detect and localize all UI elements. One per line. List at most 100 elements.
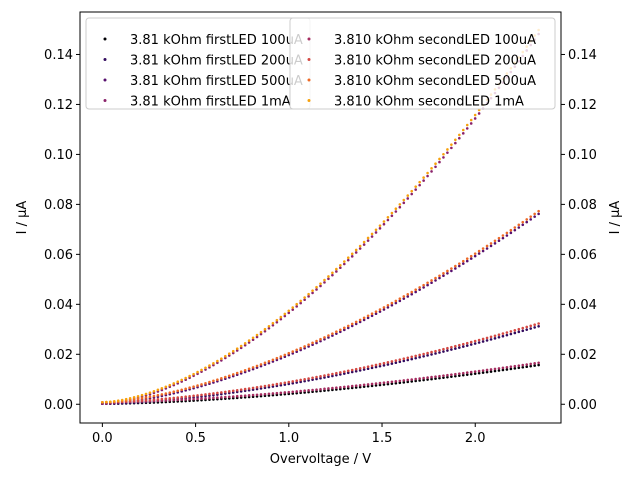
data-point <box>279 317 283 321</box>
data-point <box>271 383 275 387</box>
data-point <box>327 277 330 281</box>
data-point <box>485 247 489 250</box>
data-point <box>196 384 199 387</box>
data-point <box>430 375 433 379</box>
data-point <box>319 337 322 341</box>
data-point <box>406 197 410 200</box>
data-point <box>259 330 263 334</box>
data-point <box>394 210 398 213</box>
data-point <box>216 378 219 381</box>
data-point <box>481 247 485 250</box>
data-point <box>319 376 322 380</box>
data-point <box>346 371 350 375</box>
data-point <box>366 383 370 386</box>
data-point <box>200 397 203 400</box>
data-point <box>164 385 168 389</box>
data-point <box>291 350 295 353</box>
data-point <box>386 218 390 222</box>
data-point <box>327 334 330 337</box>
data-point <box>247 394 251 397</box>
data-point <box>362 385 366 388</box>
data-point <box>362 383 366 387</box>
legend-label: 3.810 kOhm secondLED 200uA <box>334 54 536 69</box>
data-point <box>283 314 287 318</box>
data-point <box>331 273 334 277</box>
data-point <box>235 394 239 398</box>
data-point <box>224 356 227 360</box>
data-point <box>418 180 421 184</box>
data-point <box>212 362 215 365</box>
y-tick-label-right: 0.14 <box>568 48 597 63</box>
data-point <box>235 347 239 350</box>
data-point <box>346 326 350 330</box>
data-point <box>220 396 223 399</box>
data-point <box>346 258 350 262</box>
data-point <box>402 381 406 384</box>
data-point <box>461 373 465 377</box>
data-point <box>160 397 164 401</box>
data-point <box>343 262 346 266</box>
data-point <box>323 336 326 339</box>
data-point <box>327 373 330 377</box>
data-point <box>307 343 310 346</box>
data-point <box>291 381 295 385</box>
data-point <box>461 132 465 135</box>
data-point <box>176 380 180 384</box>
data-point <box>493 369 497 373</box>
data-point <box>533 323 536 327</box>
data-point <box>192 394 195 398</box>
data-point <box>521 363 525 367</box>
data-point <box>303 345 306 348</box>
data-point <box>220 391 223 394</box>
data-point <box>216 359 219 363</box>
data-point <box>366 239 370 242</box>
y-tick-label-right: 0.06 <box>568 248 597 263</box>
data-point <box>390 380 394 384</box>
data-point <box>251 393 255 397</box>
series-7 <box>101 209 540 404</box>
data-point <box>402 357 406 361</box>
data-point <box>339 266 342 270</box>
data-point <box>442 374 445 377</box>
data-point <box>517 226 521 229</box>
data-point <box>196 370 199 374</box>
data-point <box>180 395 183 399</box>
legend-label: 3.81 kOhm firstLED 1mA <box>130 95 291 110</box>
data-point <box>339 328 342 332</box>
data-point <box>164 399 168 402</box>
data-point <box>473 117 477 120</box>
data-point <box>398 381 402 385</box>
data-point <box>521 365 525 369</box>
data-point <box>200 368 203 372</box>
data-point <box>251 366 255 369</box>
data-point <box>394 301 398 305</box>
data-point <box>331 271 334 275</box>
data-point <box>458 136 461 140</box>
data-point <box>358 367 362 370</box>
data-layer <box>101 28 540 406</box>
data-point <box>291 390 295 394</box>
data-point <box>354 384 358 387</box>
data-point <box>343 260 346 263</box>
axes-frame <box>79 11 562 424</box>
data-point <box>509 367 513 371</box>
data-point <box>477 371 481 375</box>
data-point <box>255 335 259 339</box>
data-point <box>144 396 148 399</box>
data-point <box>311 341 314 345</box>
legend-label: 3.810 kOhm secondLED 500uA <box>334 74 536 89</box>
data-point <box>204 366 207 370</box>
data-point <box>184 387 187 391</box>
data-point <box>271 392 275 395</box>
data-point <box>410 290 414 294</box>
data-point <box>172 382 176 385</box>
x-tick-label: 0.5 <box>185 431 206 446</box>
data-point <box>216 361 219 365</box>
data-point <box>402 359 406 363</box>
data-point <box>426 281 429 285</box>
legend-marker <box>307 58 311 61</box>
data-point <box>469 343 473 346</box>
legend-label: 3.810 kOhm secondLED 100uA <box>334 33 536 48</box>
data-point <box>291 308 295 311</box>
data-point <box>303 298 306 302</box>
